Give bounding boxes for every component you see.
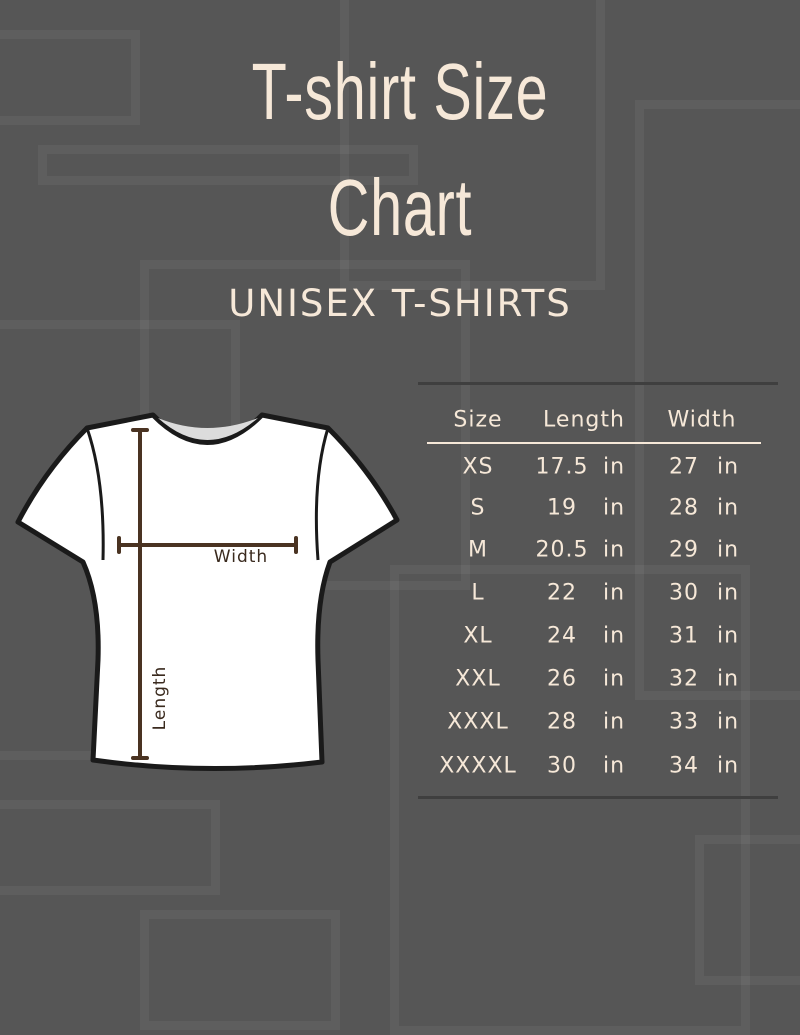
width-unit: in bbox=[716, 753, 740, 779]
width-cell: 34 bbox=[669, 753, 699, 779]
length-cell: 30 bbox=[547, 753, 577, 779]
header-width: Width bbox=[667, 407, 737, 433]
length-cell: 19 bbox=[547, 495, 577, 521]
collar bbox=[158, 418, 258, 440]
width-cell: 30 bbox=[669, 580, 699, 606]
size-cell: XXXXL bbox=[439, 753, 517, 779]
length-unit: in bbox=[602, 580, 626, 606]
background-decoration bbox=[635, 100, 800, 700]
length-unit: in bbox=[602, 495, 626, 521]
header-size: Size bbox=[453, 407, 503, 433]
table-bottom-rule bbox=[418, 796, 778, 799]
title-line-2: Chart bbox=[327, 163, 473, 252]
width-cell: 32 bbox=[669, 666, 699, 692]
width-cell: 33 bbox=[669, 709, 699, 735]
background-decoration bbox=[340, 0, 605, 290]
width-measure-line bbox=[117, 536, 298, 554]
title-line-1: T-shirt Size bbox=[251, 47, 549, 136]
tshirt-diagram: Width Length bbox=[15, 412, 400, 772]
background-decoration bbox=[0, 800, 220, 895]
width-unit: in bbox=[716, 623, 740, 649]
size-cell: XL bbox=[463, 623, 493, 649]
table-top-rule bbox=[418, 382, 778, 385]
size-cell: M bbox=[468, 537, 488, 563]
background-decoration bbox=[695, 835, 800, 985]
background-decoration bbox=[38, 145, 418, 185]
table-header-rule bbox=[427, 442, 761, 444]
length-unit: in bbox=[602, 623, 626, 649]
length-measure-line bbox=[131, 428, 149, 760]
length-cell: 26 bbox=[547, 666, 577, 692]
size-cell: XS bbox=[462, 454, 494, 480]
width-cell: 29 bbox=[669, 537, 699, 563]
width-unit: in bbox=[716, 454, 740, 480]
width-unit: in bbox=[716, 580, 740, 606]
length-unit: in bbox=[602, 537, 626, 563]
width-cell: 27 bbox=[669, 454, 699, 480]
size-cell: S bbox=[470, 495, 486, 521]
width-unit: in bbox=[716, 666, 740, 692]
width-label: Width bbox=[214, 547, 268, 567]
length-cell: 22 bbox=[547, 580, 577, 606]
background-decoration bbox=[0, 30, 140, 125]
size-cell: XXL bbox=[455, 666, 501, 692]
length-unit: in bbox=[602, 753, 626, 779]
length-unit: in bbox=[602, 454, 626, 480]
width-unit: in bbox=[716, 537, 740, 563]
length-cell: 28 bbox=[547, 709, 577, 735]
length-cell: 24 bbox=[547, 623, 577, 649]
tshirt-outline-icon bbox=[15, 412, 400, 772]
size-cell: XXXL bbox=[447, 709, 509, 735]
length-unit: in bbox=[602, 666, 626, 692]
length-cell: 17.5 bbox=[535, 454, 589, 480]
subtitle: UNISEX T-SHIRTS bbox=[228, 282, 572, 325]
width-cell: 28 bbox=[669, 495, 699, 521]
width-unit: in bbox=[716, 495, 740, 521]
length-cell: 20.5 bbox=[535, 537, 589, 563]
length-label: Length bbox=[150, 666, 170, 731]
width-unit: in bbox=[716, 709, 740, 735]
header-length: Length bbox=[543, 407, 625, 433]
length-unit: in bbox=[602, 709, 626, 735]
size-cell: L bbox=[471, 580, 485, 606]
width-cell: 31 bbox=[669, 623, 699, 649]
